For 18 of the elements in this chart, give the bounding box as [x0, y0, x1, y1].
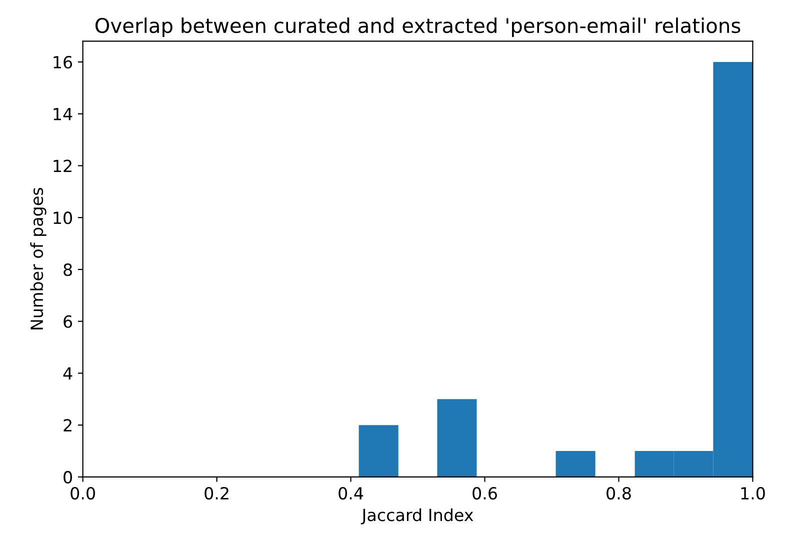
- y-tick-label: 4: [63, 367, 72, 380]
- y-tick-label: 12: [54, 160, 72, 172]
- y-tick-label: 2: [64, 419, 72, 432]
- y-tick-label: 0: [64, 470, 72, 484]
- chart-title: Overlap between curated and extracted 'person-email' relations: [95, 18, 740, 38]
- x-tick-label: 0.6: [472, 486, 497, 500]
- y-tick-label: 8: [64, 263, 72, 276]
- x-axis-title: Jaccard Index: [360, 508, 474, 524]
- x-tick-label: 0.2: [204, 486, 228, 500]
- x-tick-label: 0.8: [606, 486, 631, 500]
- y-axis-title: Number of pages: [30, 188, 46, 330]
- y-tick-label: 16: [54, 56, 72, 69]
- x-tick-label: 1.0: [741, 486, 765, 500]
- x-tick-label: 0.0: [70, 486, 95, 500]
- y-tick-label: 14: [54, 108, 72, 120]
- x-tick-label: 0.4: [338, 486, 364, 500]
- y-tick-label: 6: [64, 315, 72, 328]
- y-tick-label: 10: [54, 212, 72, 224]
